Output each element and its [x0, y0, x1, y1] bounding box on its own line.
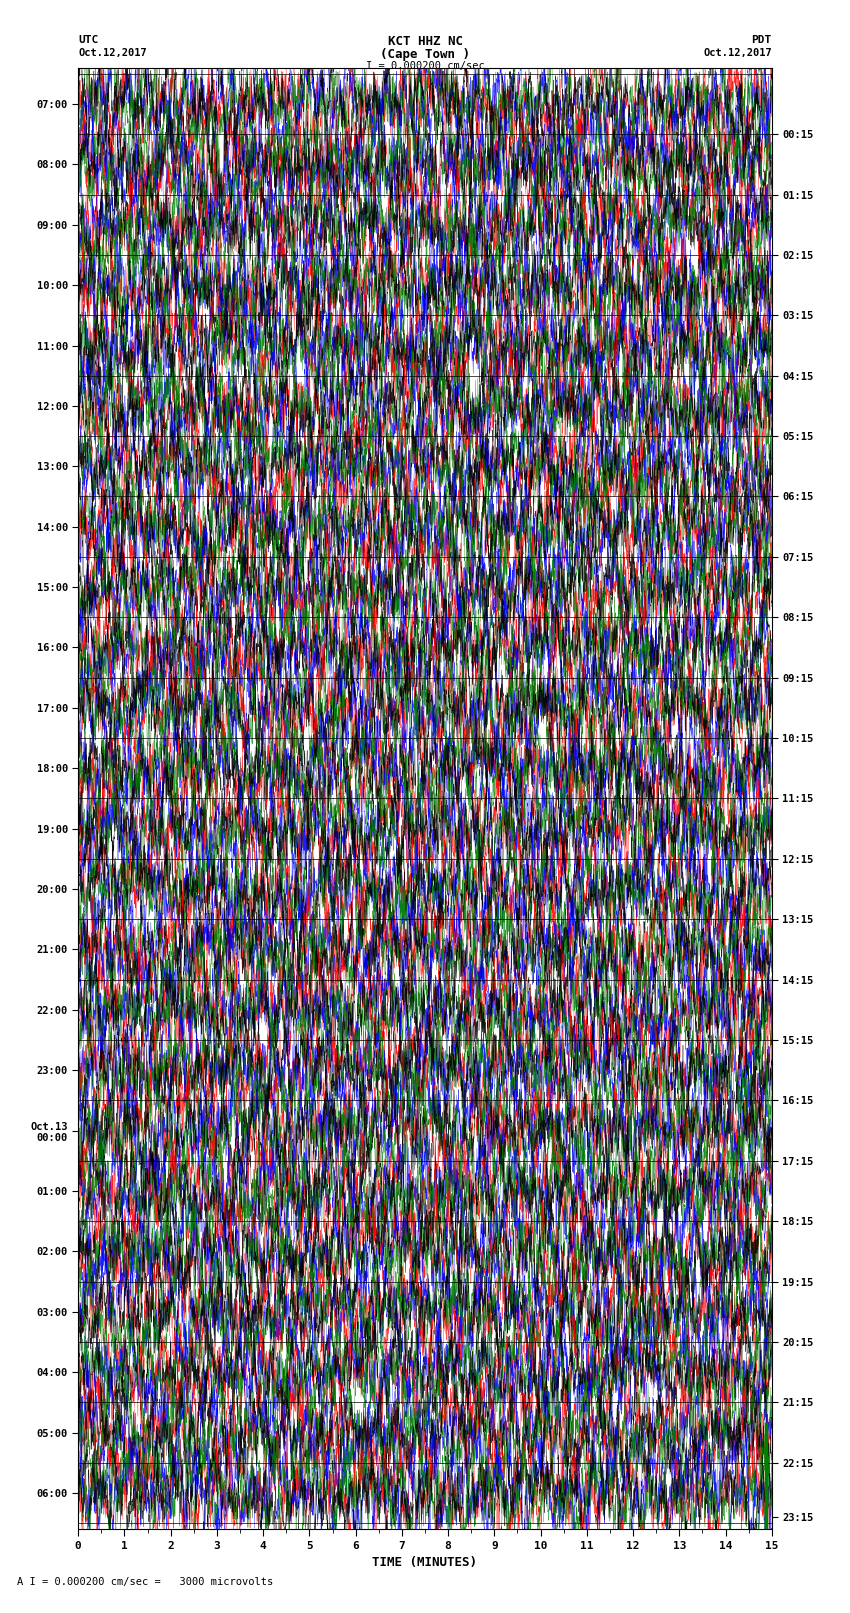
- Text: PDT: PDT: [751, 35, 772, 45]
- Text: Oct.12,2017: Oct.12,2017: [703, 48, 772, 58]
- X-axis label: TIME (MINUTES): TIME (MINUTES): [372, 1557, 478, 1569]
- Text: A I = 0.000200 cm/sec =   3000 microvolts: A I = 0.000200 cm/sec = 3000 microvolts: [17, 1578, 273, 1587]
- Text: KCT HHZ NC: KCT HHZ NC: [388, 35, 462, 48]
- Text: I = 0.000200 cm/sec: I = 0.000200 cm/sec: [366, 61, 484, 71]
- Text: UTC: UTC: [78, 35, 99, 45]
- Text: (Cape Town ): (Cape Town ): [380, 48, 470, 61]
- Text: Oct.12,2017: Oct.12,2017: [78, 48, 147, 58]
